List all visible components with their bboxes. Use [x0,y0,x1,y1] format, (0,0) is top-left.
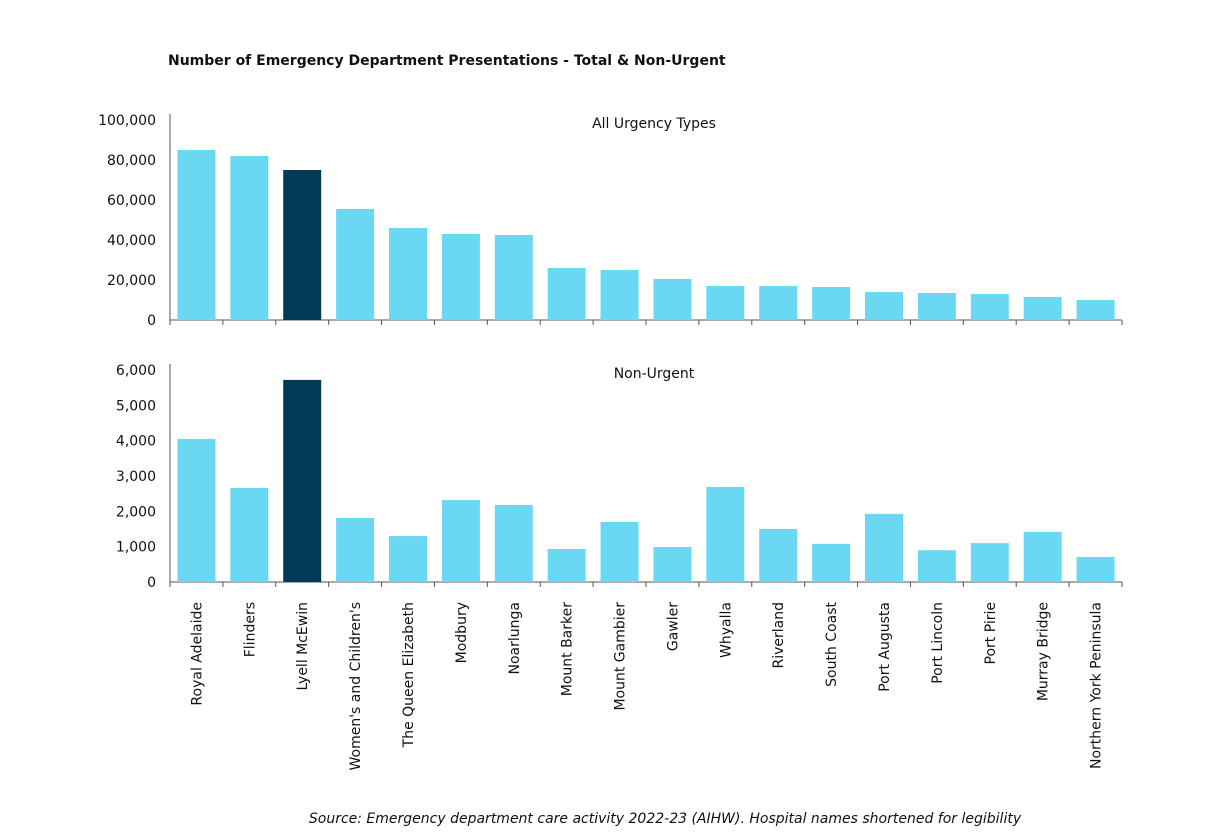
x-tick-label: Port Lincoln [930,602,946,684]
y-tick-label: 80,000 [107,153,156,169]
x-tick-label: South Coast [824,601,840,686]
y-tick-label: 60,000 [107,193,156,209]
y-tick-label: 40,000 [107,233,156,249]
x-tick-label: Riverland [771,602,787,669]
bar [441,500,480,582]
bar [600,521,639,582]
bar [812,287,851,320]
bar [283,379,322,582]
x-tick-label: Port Pirie [983,602,999,665]
x-tick-label: Mount Barker [560,602,576,696]
y-tick-label: 20,000 [107,273,156,289]
bar [812,543,851,582]
bar [600,270,639,320]
y-tick-label: 3,000 [116,469,156,485]
bar [759,286,798,320]
y-tick-label: 4,000 [116,434,156,450]
x-tick-label: Murray Bridge [1036,602,1052,701]
bar [917,550,956,582]
bar [759,529,798,582]
x-tick-label: Port Augusta [877,602,893,692]
bar [336,209,375,320]
bar [706,486,745,582]
bar [283,170,322,320]
bar [653,279,692,320]
y-tick-label: 0 [147,575,156,591]
y-tick-label: 1,000 [116,540,156,556]
x-tick-label: Lyell McEwin [295,602,311,690]
bar [177,438,216,582]
y-tick-label: 0 [147,313,156,329]
bar [1076,300,1115,320]
x-tick-label: Women's and Children's [348,602,364,771]
x-tick-label: Gawler [665,602,681,651]
x-tick-label: Northern York Peninsula [1089,602,1105,769]
bar [1076,556,1115,582]
x-tick-label: Royal Adelaide [189,602,205,706]
bar [336,518,375,582]
bar [177,150,216,320]
bar [230,488,269,582]
panel-title: Non-Urgent [614,366,695,382]
y-tick-label: 5,000 [116,398,156,414]
source-note: Source: Emergency department care activi… [309,811,1022,827]
bar [1023,531,1062,582]
y-tick-label: 2,000 [116,504,156,520]
x-tick-label: The Queen Elizabeth [401,602,417,748]
x-tick-label: Modbury [454,602,470,663]
bar [494,235,533,320]
bar [917,293,956,320]
bar [441,234,480,320]
chart-title: Number of Emergency Department Presentat… [168,53,726,69]
bar [494,504,533,582]
bar [706,286,745,320]
bar [547,548,586,582]
bar [970,543,1009,582]
x-tick-label: Whyalla [718,602,734,658]
bar [970,294,1009,320]
bar [1023,297,1062,320]
bar [653,547,692,582]
bar [547,268,586,320]
x-tick-label: Noarlunga [507,602,523,674]
y-tick-label: 6,000 [116,363,156,379]
x-tick-label: Mount Gambier [613,602,629,711]
bar [389,228,427,320]
bar [389,536,427,582]
x-tick-label: Flinders [242,602,258,657]
bar [865,513,903,582]
panel-title: All Urgency Types [592,116,716,132]
y-tick-label: 100,000 [98,113,156,129]
bar [865,292,903,320]
bar [230,156,269,320]
